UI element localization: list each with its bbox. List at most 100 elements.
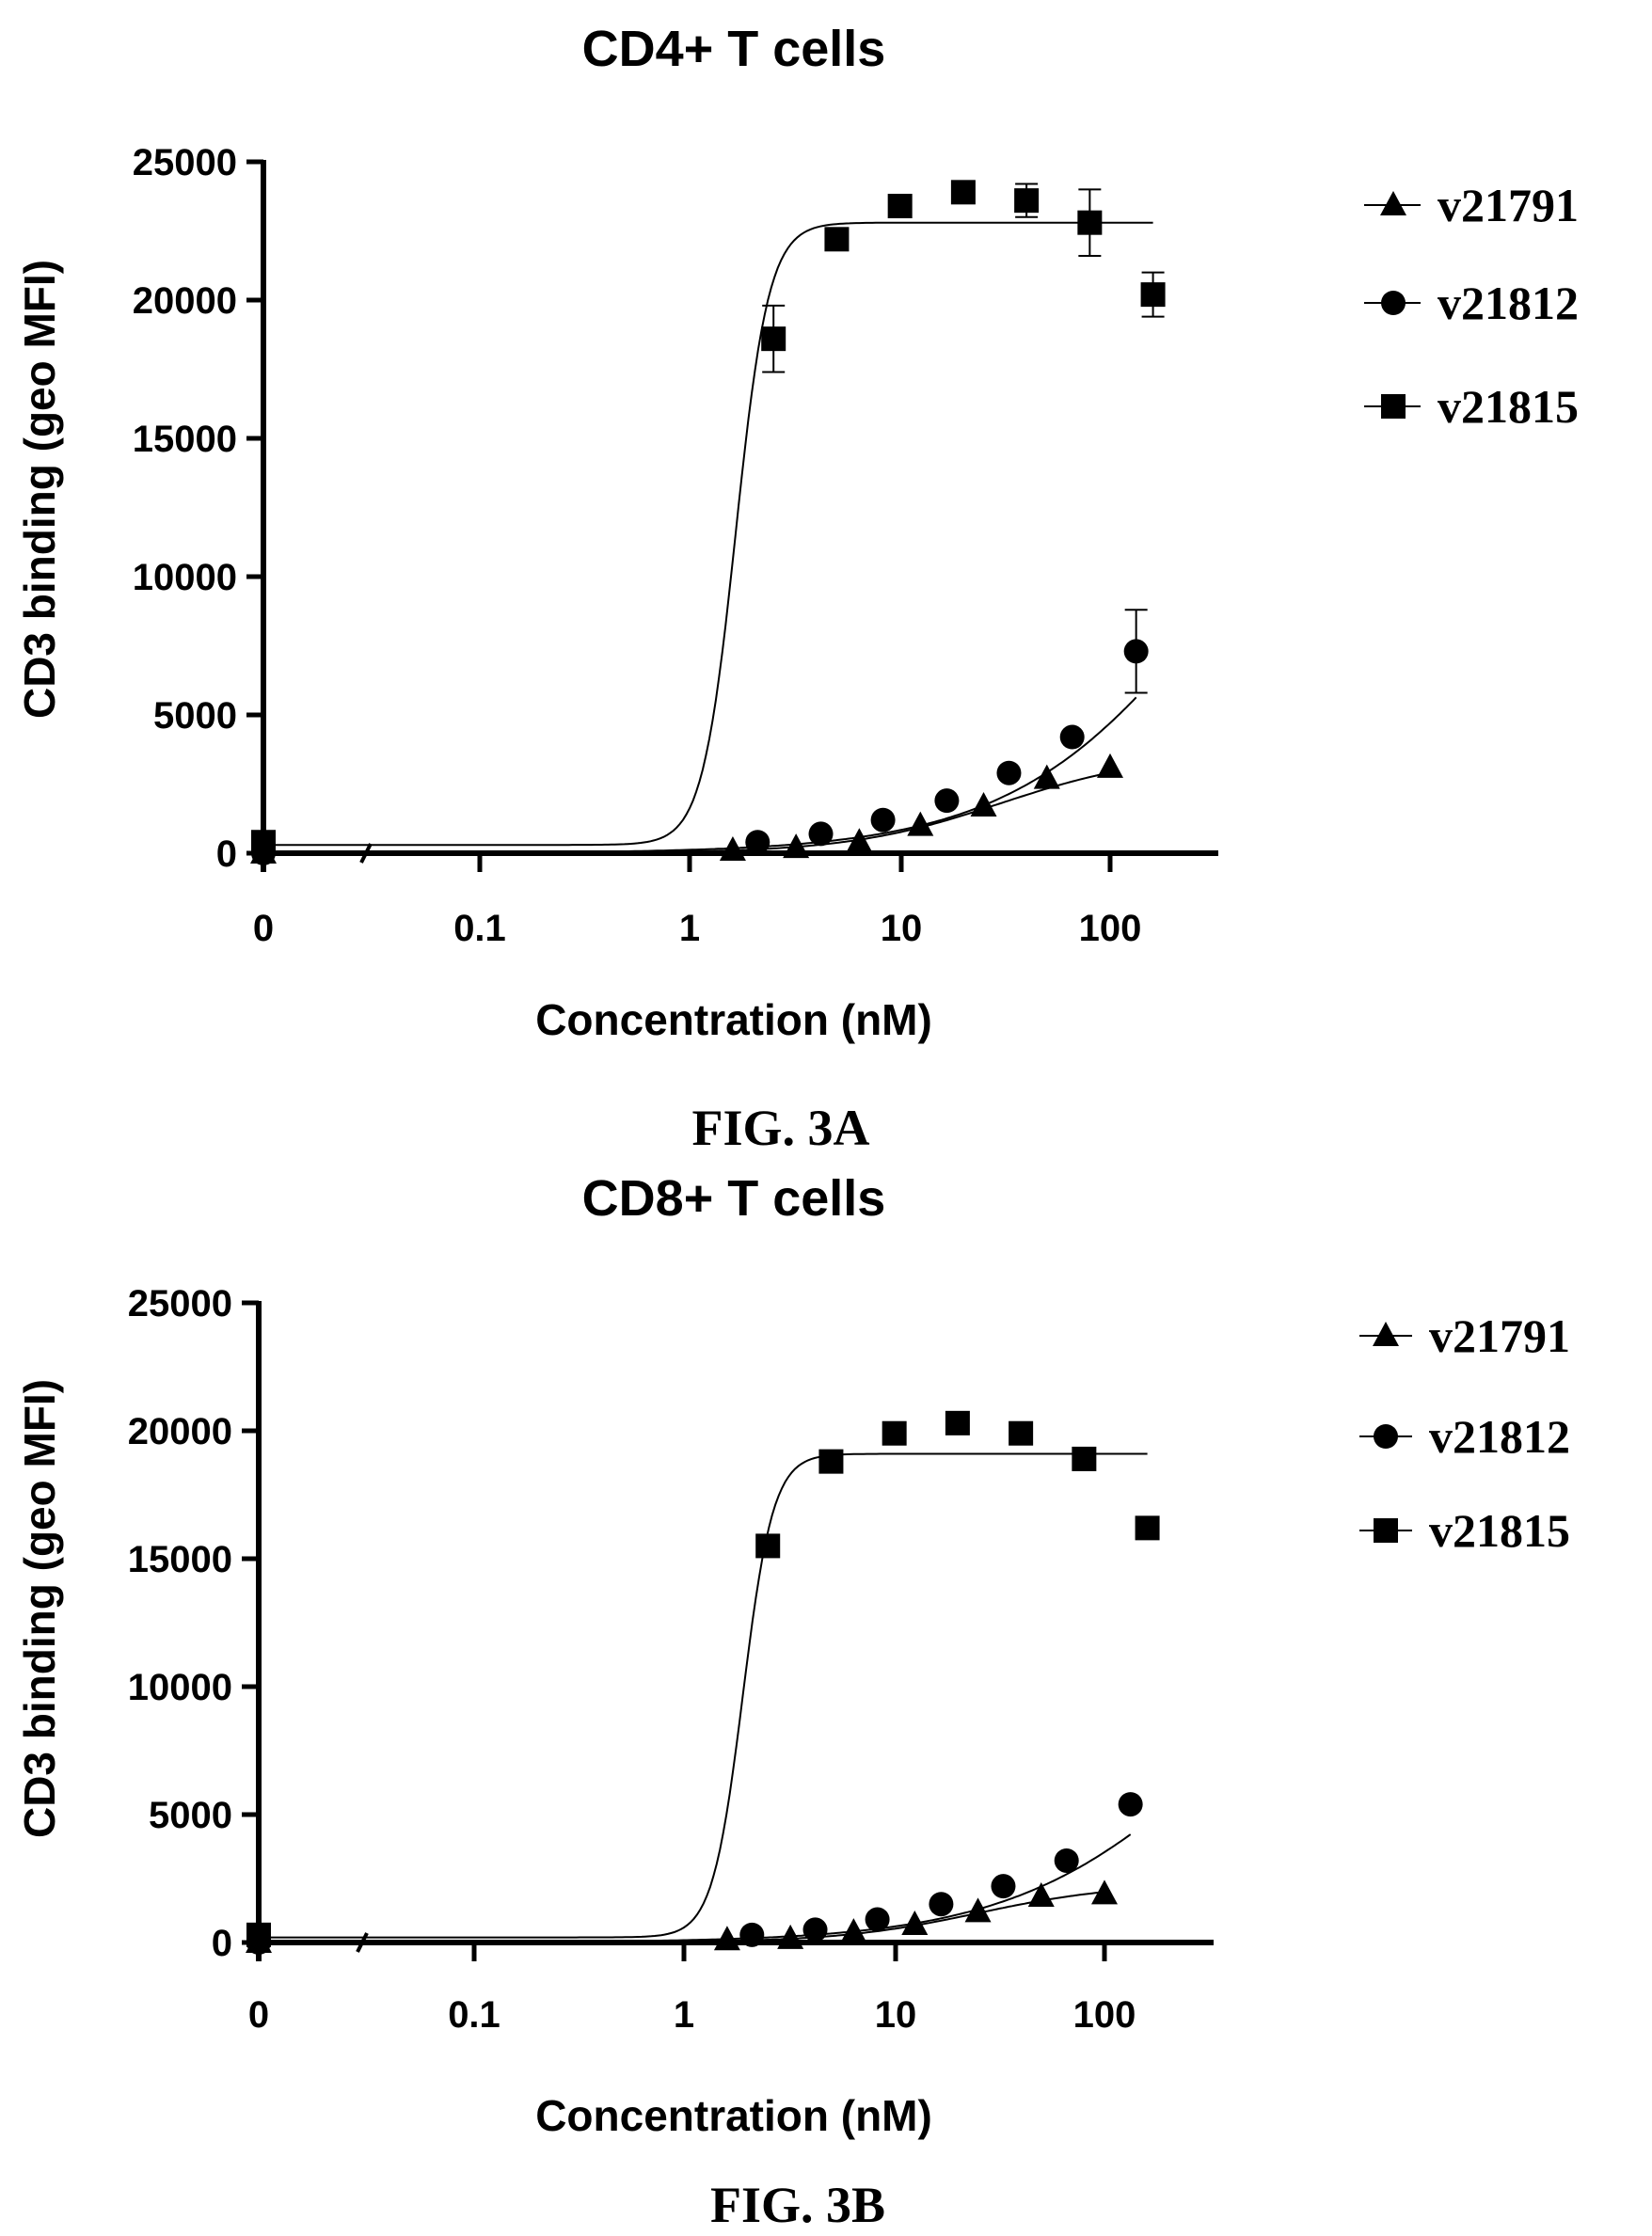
legend-label: v21812 xyxy=(1429,1410,1570,1463)
y-tick-label: 5000 xyxy=(153,695,237,737)
data-point-v21815 xyxy=(246,1922,271,1947)
data-point-v21791 xyxy=(970,792,997,817)
legend: v21791 v21812 v21815 xyxy=(1364,179,1579,433)
x-tick-label: 0 xyxy=(248,1994,269,2036)
data-point-v21815 xyxy=(1140,282,1166,308)
data-point-v21812 xyxy=(1118,1792,1143,1817)
y-axis-label: CD3 binding (geo MFI) xyxy=(15,260,64,719)
figure-caption: FIG. 3A xyxy=(692,1100,870,1156)
data-point-v21815 xyxy=(1009,1420,1034,1446)
y-tick-label: 10000 xyxy=(133,557,237,598)
data-point-v21812 xyxy=(808,821,834,847)
data-point-v21812 xyxy=(865,1907,890,1932)
x-tick-label: 10 xyxy=(881,908,923,949)
data-point-v21812 xyxy=(870,807,896,833)
y-tick-label: 10000 xyxy=(128,1667,232,1708)
y-tick-label: 5000 xyxy=(149,1795,232,1836)
legend-item-v21812: v21812 xyxy=(1364,277,1579,329)
legend-label: v21815 xyxy=(1438,380,1579,433)
x-tick-label: 0.1 xyxy=(453,908,506,949)
axes: 0 5000 10000 15000 20000 25000 0 0.1 1 10 100 xyxy=(128,1283,1214,2036)
data-point-v21791 xyxy=(846,828,873,853)
data-points xyxy=(246,1410,1160,1955)
data-point-v21815 xyxy=(1135,1515,1160,1541)
data-point-v21812 xyxy=(996,760,1022,785)
data-point-v21791 xyxy=(964,1897,992,1923)
data-points xyxy=(250,180,1166,865)
legend-label: v21815 xyxy=(1429,1504,1570,1557)
data-point-v21812 xyxy=(802,1917,828,1943)
legend-marker xyxy=(1374,1518,1398,1543)
legend-item-v21812: v21812 xyxy=(1359,1410,1570,1463)
fit-curves xyxy=(259,1452,1148,1943)
data-point-v21815 xyxy=(950,180,976,205)
y-axis-label: CD3 binding (geo MFI) xyxy=(15,1379,64,1838)
data-point-v21791 xyxy=(719,836,746,862)
x-tick-label: 1 xyxy=(674,1994,694,2036)
error-bars xyxy=(762,182,1165,694)
data-point-v21812 xyxy=(934,788,960,814)
legend-marker xyxy=(1381,394,1406,419)
data-point-v21791 xyxy=(783,833,810,859)
x-tick-label: 0.1 xyxy=(448,1994,500,2036)
x-axis-label: Concentration (nM) xyxy=(535,995,932,1044)
y-tick-label: 25000 xyxy=(128,1283,232,1324)
x-tick-label: 0 xyxy=(253,908,274,949)
chart-title: CD8+ T cells xyxy=(582,1170,886,1227)
data-point-v21812 xyxy=(929,1892,954,1917)
data-point-v21812 xyxy=(1123,639,1149,664)
data-point-v21791 xyxy=(777,1924,804,1949)
fit-curve-v21815 xyxy=(263,221,1153,847)
data-point-v21791 xyxy=(1027,1882,1055,1908)
axes: 0 5000 10000 15000 20000 25000 0 0.1 1 10 100 xyxy=(133,142,1218,949)
legend-marker xyxy=(1374,1424,1398,1449)
data-point-v21815 xyxy=(824,227,850,252)
figure-caption: FIG. 3B xyxy=(710,2177,885,2233)
data-point-v21815 xyxy=(1077,210,1103,235)
data-point-v21812 xyxy=(1059,724,1085,750)
data-point-v21815 xyxy=(882,1420,907,1446)
legend-item-v21791: v21791 xyxy=(1359,1309,1570,1362)
legend-label: v21812 xyxy=(1438,277,1579,329)
x-axis-label: Concentration (nM) xyxy=(535,2091,932,2140)
data-point-v21791 xyxy=(901,1910,929,1935)
data-point-v21791 xyxy=(907,811,934,836)
data-point-v21791 xyxy=(713,1926,740,1951)
data-point-v21815 xyxy=(818,1449,844,1474)
data-point-v21791 xyxy=(1091,1879,1118,1905)
y-tick-label: 20000 xyxy=(128,1411,232,1452)
y-tick-label: 0 xyxy=(212,1923,232,1964)
x-tick-label: 1 xyxy=(679,908,700,949)
data-point-v21812 xyxy=(745,830,770,855)
legend-label: v21791 xyxy=(1438,179,1579,231)
x-tick-label: 100 xyxy=(1079,908,1142,949)
legend-marker xyxy=(1373,1322,1399,1346)
y-tick-label: 20000 xyxy=(133,280,237,322)
data-point-v21791 xyxy=(1033,764,1060,789)
data-point-v21815 xyxy=(761,326,786,352)
legend: v21791 v21812 v21815 xyxy=(1359,1309,1570,1557)
fit-curves xyxy=(263,221,1153,854)
data-point-v21815 xyxy=(1072,1446,1097,1471)
chart-title: CD4+ T cells xyxy=(582,21,886,77)
data-point-v21815 xyxy=(887,194,913,219)
y-tick-label: 15000 xyxy=(133,419,237,460)
data-point-v21815 xyxy=(755,1533,781,1559)
data-point-v21812 xyxy=(1054,1847,1079,1873)
y-tick-label: 15000 xyxy=(128,1539,232,1580)
data-point-v21815 xyxy=(945,1410,970,1435)
data-point-v21791 xyxy=(1097,753,1123,778)
x-tick-label: 10 xyxy=(875,1994,917,2036)
panel-cd8: CD8+ T cells CD3 binding (geo MFI) Conce… xyxy=(15,1170,1570,2233)
legend-marker xyxy=(1380,191,1406,215)
data-point-v21815 xyxy=(251,830,276,855)
data-point-v21812 xyxy=(739,1922,765,1947)
x-tick-label: 100 xyxy=(1073,1994,1136,2036)
legend-item-v21791: v21791 xyxy=(1364,179,1579,231)
legend-item-v21815: v21815 xyxy=(1359,1504,1570,1557)
panel-cd4: CD4+ T cells CD3 binding (geo MFI) Conce… xyxy=(15,21,1579,1156)
y-tick-label: 0 xyxy=(216,833,237,875)
data-point-v21791 xyxy=(840,1918,867,1943)
data-point-v21812 xyxy=(991,1874,1016,1899)
